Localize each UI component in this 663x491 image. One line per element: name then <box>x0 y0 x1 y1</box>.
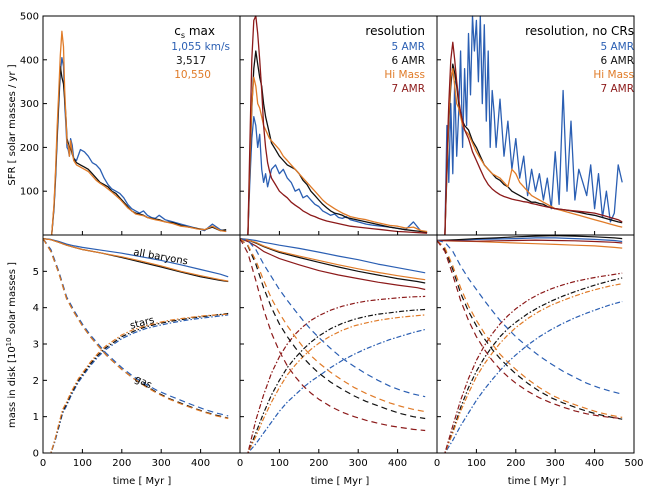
x-tick-label-1-100: 100 <box>73 458 92 469</box>
legend-panel-1: cs max 1,055 km/s 3,517 10,550 <box>171 24 230 81</box>
legend-item-7amr-nocr: 7 AMR <box>600 83 634 95</box>
mass-line-2-gas-1 <box>239 238 426 398</box>
sfr-line-2-4 <box>247 15 428 236</box>
sfr-line-3-1 <box>444 15 623 236</box>
sfr-y-axis-label: SFR [ solar masses / yr ] <box>7 64 18 185</box>
plot-area: 0 100 200 300 400 0 100 200 300 400 0 100 200 300 400 5… <box>20 12 644 470</box>
x-tick-label-1-400: 400 <box>191 458 210 469</box>
annotation-stars: stars <box>129 315 156 332</box>
mass-line-2-total-3 <box>239 238 426 281</box>
sfr-line-3-4 <box>444 41 623 236</box>
mass-y-axis-label: mass in disk [1010 solar masses ] <box>5 262 18 428</box>
sfr-line-1-3 <box>51 30 227 236</box>
mass-line-3-total-1 <box>436 237 623 243</box>
mass-line-3-gas-3 <box>436 240 623 418</box>
x-tick-label-3-0: 0 <box>434 458 440 469</box>
mass-line-2-stars-1 <box>247 328 426 454</box>
mass-line-1-stars-1 <box>50 314 229 454</box>
sfr-line-2-1 <box>247 116 428 236</box>
y-tick-label-top-400: 400 <box>20 55 39 66</box>
y-tick-label-bot-4: 4 <box>33 303 39 314</box>
mass-line-1-total-3 <box>42 238 229 282</box>
x-tick-label-2-0: 0 <box>237 458 243 469</box>
legend-item-3517: 3,517 <box>176 55 206 67</box>
legend-item-5amr: 5 AMR <box>391 41 425 53</box>
mass-line-1-stars-3 <box>50 313 229 454</box>
legend-item-6amr: 6 AMR <box>391 55 425 67</box>
mass-line-2-stars-4 <box>247 295 426 454</box>
x-axis-label-2: time [ Myr ] <box>311 476 370 487</box>
x-tick-label-2-300: 300 <box>349 458 368 469</box>
legend-item-himass-nocr: Hi Mass <box>593 69 634 81</box>
annotation-all-baryons: all baryons <box>132 247 188 267</box>
x-tick-label-1-0: 0 <box>40 458 46 469</box>
mass-line-2-stars-2 <box>247 308 426 454</box>
y-tick-label-bot-1: 1 <box>33 412 39 423</box>
mass-line-3-total-4 <box>436 239 623 244</box>
mass-line-1-gas-1 <box>42 238 229 417</box>
mass-line-3-gas-2 <box>436 240 623 420</box>
x-tick-label-3-200: 200 <box>506 458 525 469</box>
sfr-line-1-1 <box>51 56 227 236</box>
y-tick-label-bot-2: 2 <box>33 376 39 387</box>
mass-line-3-gas-1 <box>436 239 623 395</box>
y-tick-label-bot-3: 3 <box>33 340 39 351</box>
mass-line-1-gas-3 <box>42 238 229 420</box>
legend-title-1: cs max <box>174 24 215 40</box>
y-tick-label-top-100: 100 <box>20 187 39 198</box>
sfr-line-3-3 <box>444 67 623 236</box>
x-tick-label-3-300: 300 <box>546 458 565 469</box>
mass-line-2-stars-3 <box>247 314 426 454</box>
legend-title-3: resolution, no CRs <box>525 24 634 38</box>
mass-line-1-stars-2 <box>50 312 229 454</box>
x-tick-label-2-200: 200 <box>309 458 328 469</box>
y-tick-label-bot-5: 5 <box>33 267 39 278</box>
panel-frame-bottom-2 <box>239 234 438 454</box>
mass-line-2-gas-3 <box>239 238 426 413</box>
mass-line-2-gas-2 <box>239 238 426 420</box>
y-tick-label-top-200: 200 <box>20 143 39 154</box>
mass-line-3-stars-1 <box>444 300 623 454</box>
x-tick-label-3-100: 100 <box>467 458 486 469</box>
mass-line-3-stars-4 <box>444 272 623 454</box>
legend-panel-2: resolution 5 AMR 6 AMR Hi Mass 7 AMR <box>365 24 425 95</box>
legend-item-6amr-nocr: 6 AMR <box>600 55 634 67</box>
x-axis-label-1: time [ Myr ] <box>113 476 172 487</box>
panel-frame-bottom-3 <box>436 234 635 454</box>
mass-line-2-total-2 <box>239 238 426 284</box>
y-tick-label-top-500: 500 <box>20 12 39 23</box>
x-tick-label-3-500: 500 <box>624 458 643 469</box>
legend-item-7amr: 7 AMR <box>391 83 425 95</box>
legend-item-5amr-nocr: 5 AMR <box>600 41 634 53</box>
mass-line-1-total-1 <box>42 238 229 278</box>
mass-line-3-stars-2 <box>444 277 623 454</box>
legend-item-10550: 10,550 <box>174 69 211 81</box>
mass-line-2-total-4 <box>239 238 426 291</box>
mass-line-2-total-1 <box>239 238 426 274</box>
legend-item-himass: Hi Mass <box>384 69 425 81</box>
x-axis-label-3: time [ Myr ] <box>508 476 567 487</box>
mass-line-3-stars-3 <box>444 283 623 454</box>
x-tick-label-2-100: 100 <box>270 458 289 469</box>
x-tick-label-1-300: 300 <box>152 458 171 469</box>
x-tick-label-1-200: 200 <box>112 458 131 469</box>
sfr-line-1-2 <box>51 65 227 236</box>
y-tick-label-bot-0: 0 <box>33 449 39 460</box>
x-tick-label-3-400: 400 <box>585 458 604 469</box>
legend-panel-3: resolution, no CRs 5 AMR 6 AMR Hi Mass 7… <box>525 24 634 95</box>
x-tick-label-2-400: 400 <box>388 458 407 469</box>
panel-frame-bottom-1 <box>42 234 241 454</box>
mass-line-1-gas-2 <box>42 238 229 419</box>
mass-line-3-gas-4 <box>436 240 623 420</box>
legend-item-1055: 1,055 km/s <box>171 41 230 53</box>
annotation-gas: gas <box>133 374 154 391</box>
mass-line-3-total-2 <box>436 235 623 242</box>
legend-title-2: resolution <box>365 24 425 38</box>
sfr-line-2-3 <box>247 76 428 236</box>
y-tick-label-top-300: 300 <box>20 99 39 110</box>
